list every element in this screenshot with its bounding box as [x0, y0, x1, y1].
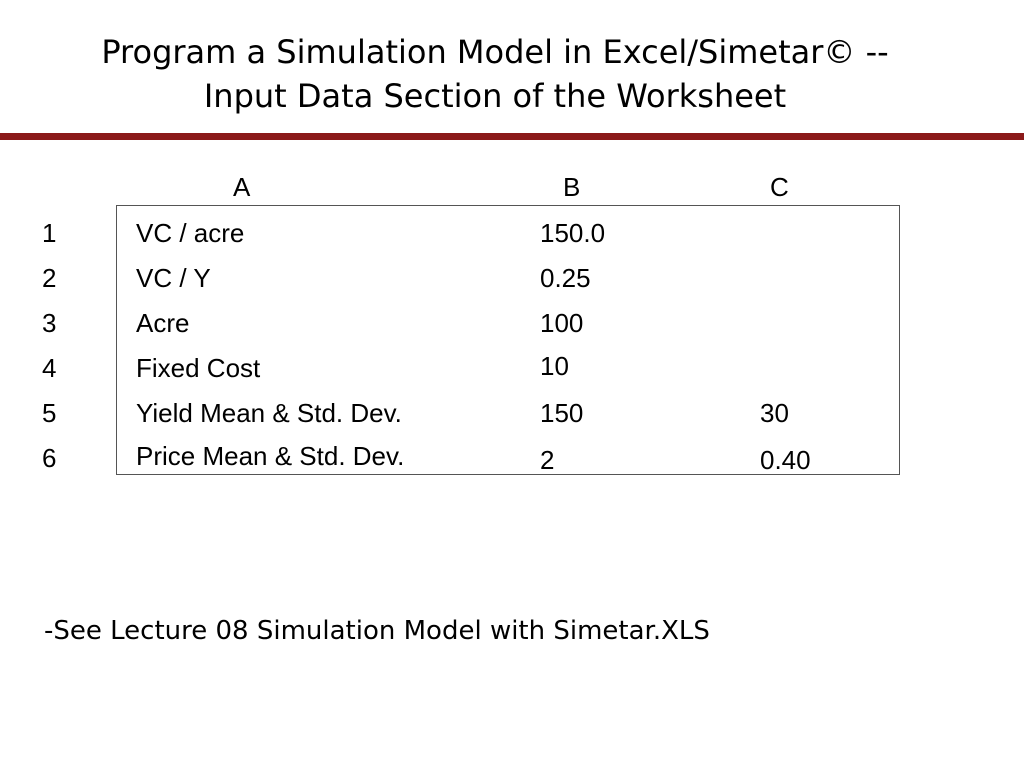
cell-a5: Yield Mean & Std. Dev.: [136, 398, 402, 428]
column-header-b: B: [563, 172, 581, 202]
title-divider: [0, 133, 1024, 140]
row-number: 4: [42, 353, 57, 383]
cell-b5: 150: [540, 398, 584, 428]
cell-a6: Price Mean & Std. Dev.: [136, 441, 405, 471]
row-number: 3: [42, 308, 57, 338]
cell-b3: 100: [540, 308, 584, 338]
cell-b1: 150.0: [540, 218, 606, 248]
row-number: 6: [42, 443, 57, 473]
footer-note: -See Lecture 08 Simulation Model with Si…: [44, 616, 710, 646]
cell-a2: VC / Y: [136, 263, 211, 293]
title-line-1: Program a Simulation Model in Excel/Sime…: [101, 33, 889, 71]
row-number: 1: [42, 218, 57, 248]
cell-b6: 2: [540, 445, 555, 475]
cell-a4: Fixed Cost: [136, 353, 261, 383]
cell-b4: 10: [540, 351, 569, 381]
row-number: 2: [42, 263, 57, 293]
column-header-c: C: [770, 172, 789, 202]
slide-title: Program a Simulation Model in Excel/Sime…: [0, 30, 990, 118]
title-line-2: Input Data Section of the Worksheet: [203, 77, 787, 115]
row-number: 5: [42, 398, 57, 428]
cell-c5: 30: [760, 398, 789, 428]
cell-a3: Acre: [136, 308, 190, 338]
cell-b2: 0.25: [540, 263, 591, 293]
column-header-a: A: [233, 172, 251, 202]
cell-a1: VC / acre: [136, 218, 245, 248]
cell-c6: 0.40: [760, 445, 811, 475]
input-data-table: [116, 205, 900, 475]
